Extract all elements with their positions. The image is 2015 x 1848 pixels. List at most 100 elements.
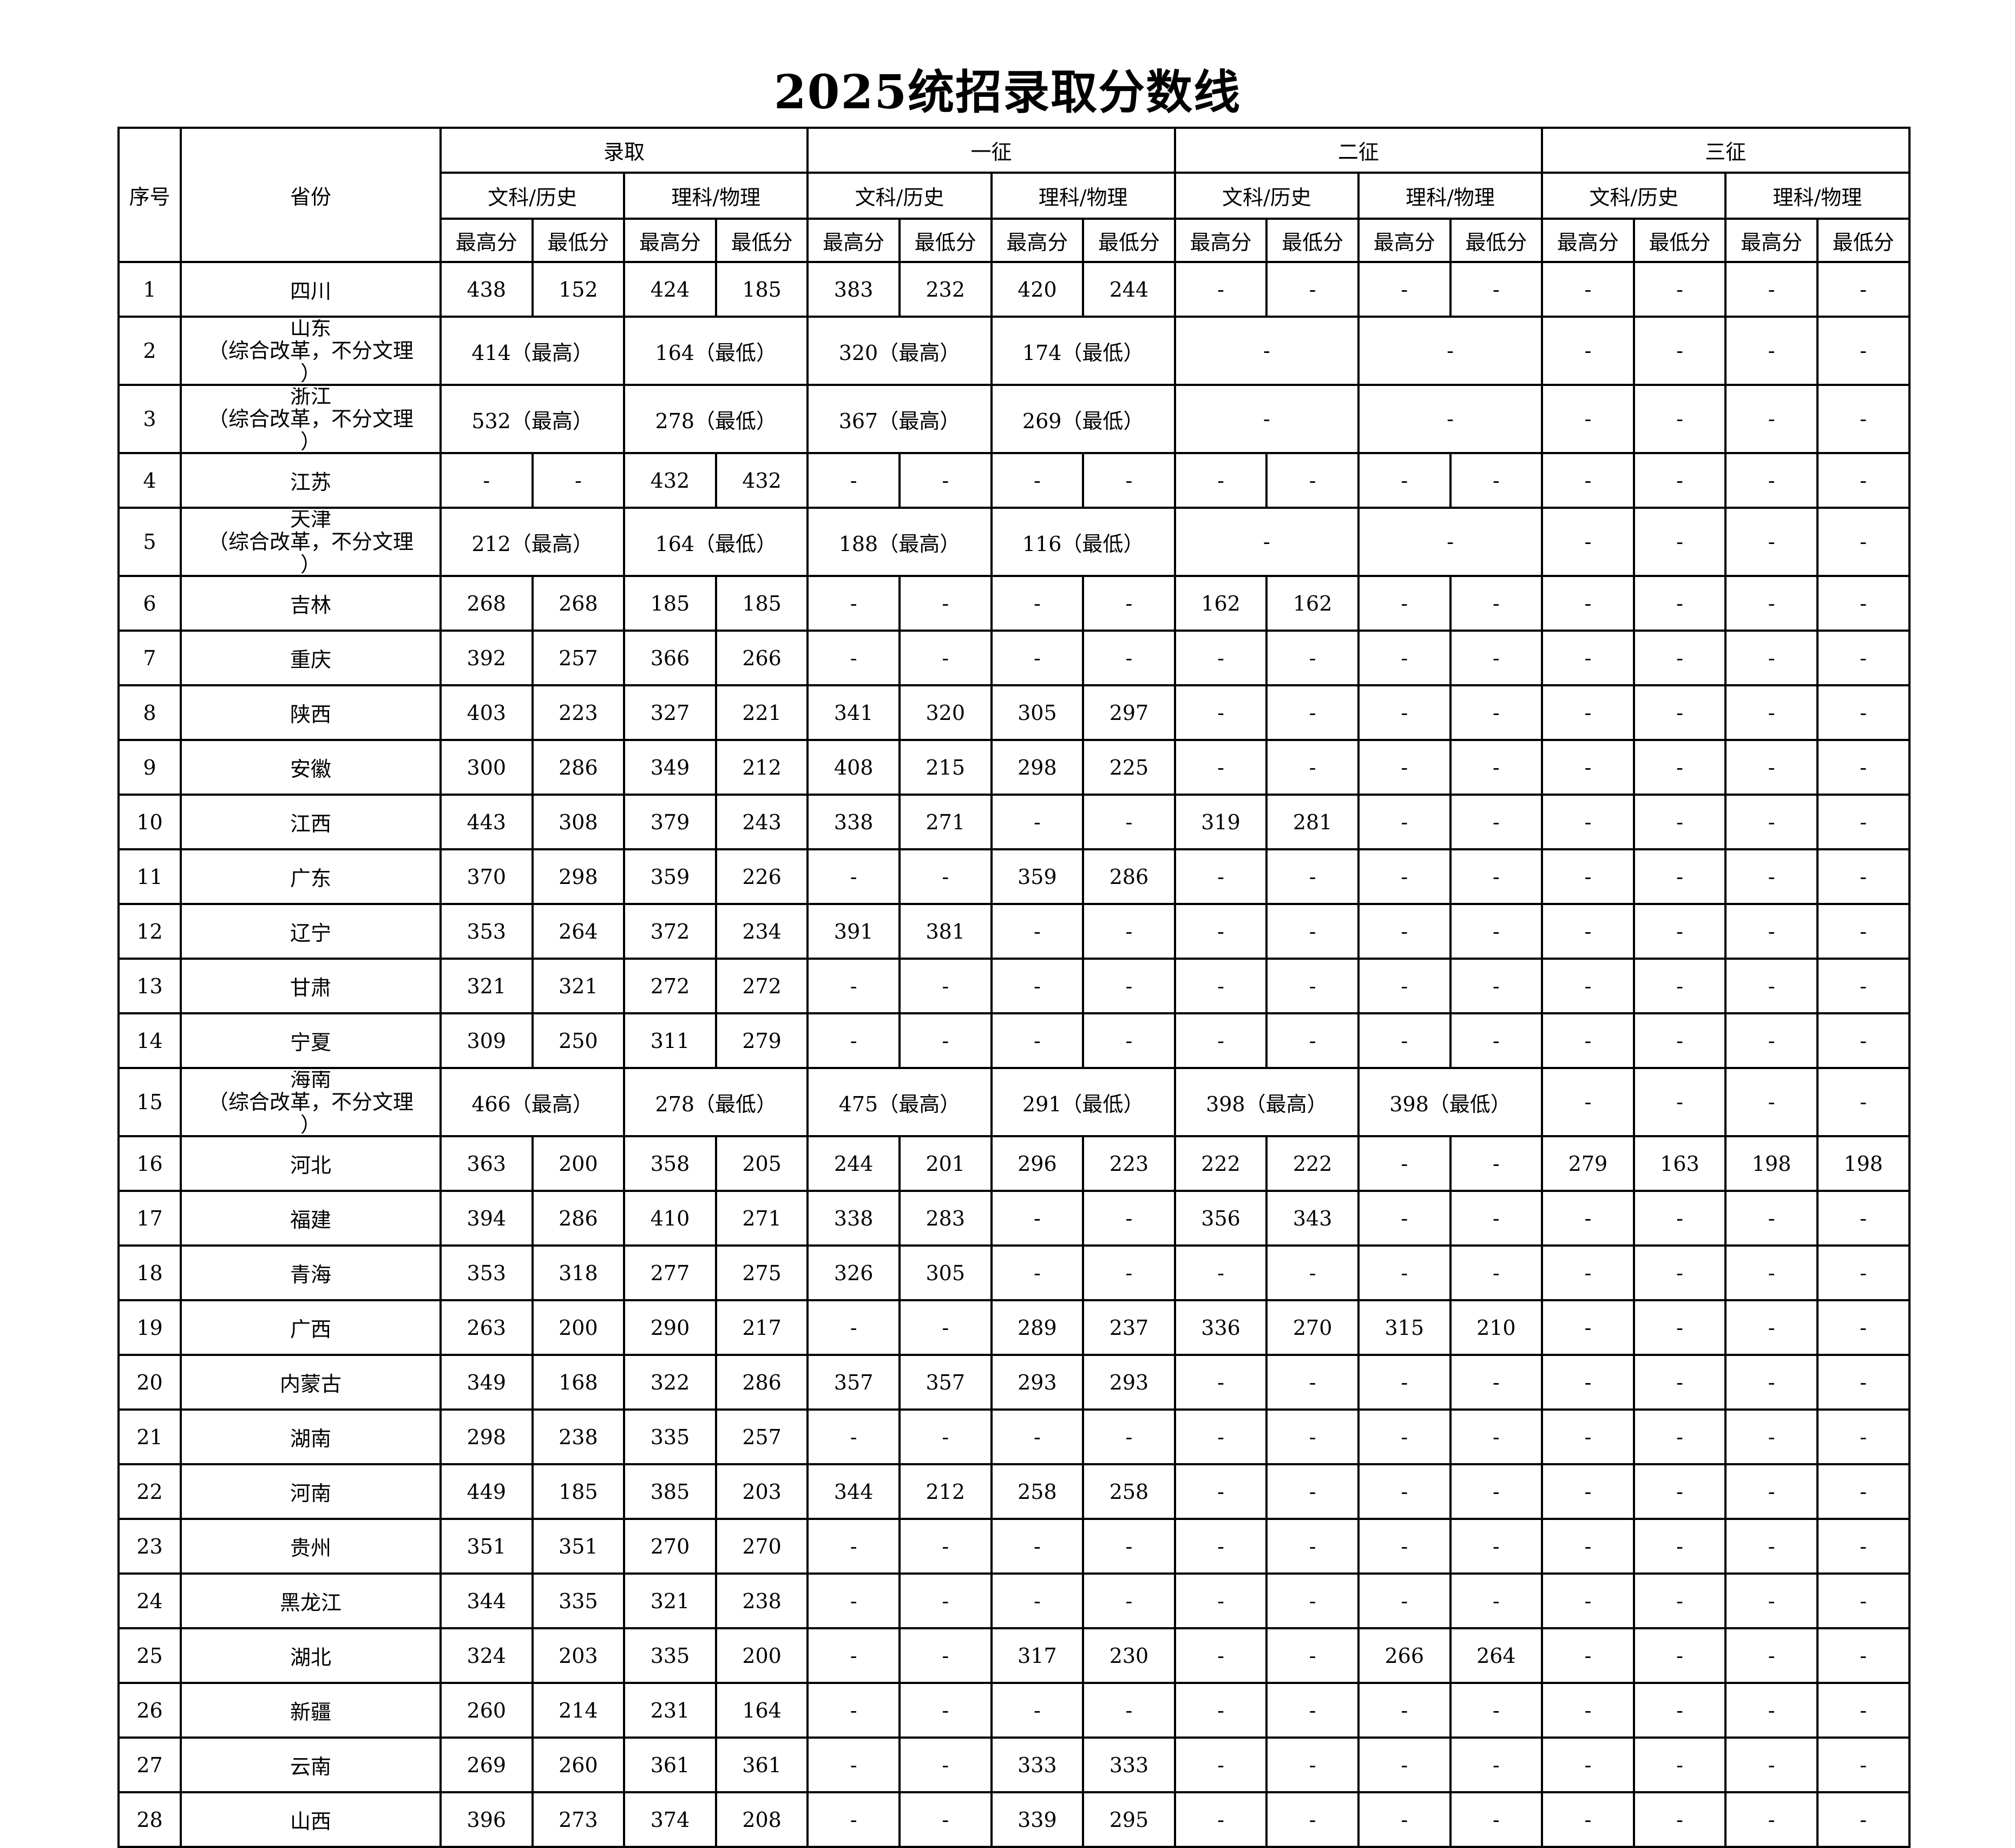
score-cell: 366 [623, 630, 717, 686]
score-cell: - [1357, 1736, 1452, 1793]
score-cell: 269（最低） [990, 384, 1176, 454]
header-subject: 理科/物理 [623, 172, 809, 220]
header-province: 省份 [180, 127, 442, 263]
score-cell: - [1541, 1518, 1635, 1575]
score-cell: - [1449, 261, 1544, 318]
score-cell: 238 [714, 1572, 809, 1629]
table-row: 26 新疆 260 214 231 164- - - - - - - - - - - - [117, 1682, 1911, 1739]
score-cell: 290 [623, 1299, 717, 1356]
score-cell: - [806, 958, 901, 1014]
score-cell: - [1173, 1354, 1268, 1411]
score-cell: 286 [531, 739, 626, 796]
score-cell: 243 [714, 794, 809, 850]
score-cell: - [1265, 684, 1360, 741]
score-cell: - [1173, 848, 1268, 905]
score-cell: - [898, 1736, 993, 1793]
province-cell: 广西 [180, 1299, 442, 1356]
score-cell: - [1173, 1791, 1268, 1848]
score-cell: 356 [1173, 1190, 1268, 1247]
score-cell: 275 [714, 1244, 809, 1301]
score-cell: - [1357, 452, 1452, 509]
score-cell: - [1082, 1518, 1176, 1575]
score-cell: - [1816, 684, 1911, 741]
score-cell: 320 [898, 684, 993, 741]
row-index: 22 [117, 1463, 182, 1520]
score-cell: - [1173, 1518, 1268, 1575]
score-cell: 367（最高） [806, 384, 993, 454]
score-cell: 283 [898, 1190, 993, 1247]
table-row: 15 海南 （综合改革，不分文理） 466（最高） 278（最低） 475（最高） 291（… [117, 1067, 1911, 1137]
score-cell: - [1632, 684, 1727, 741]
header-group: 三征 [1541, 127, 1911, 174]
score-cell: - [1541, 575, 1635, 632]
table-row: 24 黑龙江 344 335 321 238- - - - - - - - - - - - [117, 1572, 1911, 1629]
province-note-end: ） [300, 430, 321, 450]
score-cell: - [1449, 1736, 1544, 1793]
score-cell: - [1449, 794, 1544, 850]
score-cell: - [990, 903, 1085, 960]
score-cell: - [1816, 1354, 1911, 1411]
score-cell: 333 [1082, 1736, 1176, 1793]
table-row: 6 吉林 268 268 185 185- - - -162 162- - - - - - [117, 575, 1911, 632]
score-cell: - [1632, 848, 1727, 905]
score-cell: - [1357, 507, 1544, 577]
score-cell: - [1816, 1408, 1911, 1465]
score-cell: 379 [623, 794, 717, 850]
score-cell: - [898, 1518, 993, 1575]
score-cell: - [990, 630, 1085, 686]
score-cell: 250 [531, 1012, 626, 1069]
score-cell: 270 [714, 1518, 809, 1575]
row-index: 16 [117, 1135, 182, 1192]
score-cell: 278（最低） [623, 1067, 809, 1137]
score-cell: 214 [531, 1682, 626, 1739]
province-cell: 安徽 [180, 739, 442, 796]
score-cell: - [1541, 1682, 1635, 1739]
province-cell: 宁夏 [180, 1012, 442, 1069]
score-cell: 320（最高） [806, 316, 993, 386]
score-cell: - [1265, 1682, 1360, 1739]
score-cell: 335 [623, 1627, 717, 1684]
score-cell: 344 [439, 1572, 534, 1629]
score-cell: - [1449, 1244, 1544, 1301]
province-cell: 江苏 [180, 452, 442, 509]
score-cell: 432 [623, 452, 717, 509]
score-cell: - [806, 575, 901, 632]
score-cell: - [806, 1736, 901, 1793]
row-index: 24 [117, 1572, 182, 1629]
score-cell: 297 [1082, 684, 1176, 741]
score-cell: - [1724, 384, 1819, 454]
row-index: 6 [117, 575, 182, 632]
score-cell: 269 [439, 1736, 534, 1793]
score-cell: - [1816, 1299, 1911, 1356]
row-index: 10 [117, 794, 182, 850]
score-cell: 396 [439, 1791, 534, 1848]
province-cell: 河南 [180, 1463, 442, 1520]
score-cell: - [1632, 1012, 1727, 1069]
score-cell: 116（最低） [990, 507, 1176, 577]
score-cell: 208 [714, 1791, 809, 1848]
score-cell: - [1816, 848, 1911, 905]
score-cell: 361 [623, 1736, 717, 1793]
province-cell: 江西 [180, 794, 442, 850]
score-cell: - [1724, 1682, 1819, 1739]
province-note-end: ） [300, 553, 321, 573]
score-cell: - [1632, 1682, 1727, 1739]
score-cell: - [1173, 261, 1268, 318]
score-cell: - [1816, 507, 1911, 577]
score-cell: 392 [439, 630, 534, 686]
province-cell: 黑龙江 [180, 1572, 442, 1629]
score-cell: - [1632, 316, 1727, 386]
score-cell: 210 [1449, 1299, 1544, 1356]
score-cell: 164（最低） [623, 316, 809, 386]
score-cell: 391 [806, 903, 901, 960]
score-cell: 403 [439, 684, 534, 741]
score-cell: 286 [1082, 848, 1176, 905]
province-cell: 海南 （综合改革，不分文理） [180, 1067, 442, 1137]
score-cell: - [1357, 1244, 1452, 1301]
score-cell: - [1265, 1572, 1360, 1629]
score-cell: - [1541, 903, 1635, 960]
score-cell: 174（最低） [990, 316, 1176, 386]
score-cell: - [1632, 507, 1727, 577]
score-cell: - [1816, 1244, 1911, 1301]
province-cell: 陕西 [180, 684, 442, 741]
